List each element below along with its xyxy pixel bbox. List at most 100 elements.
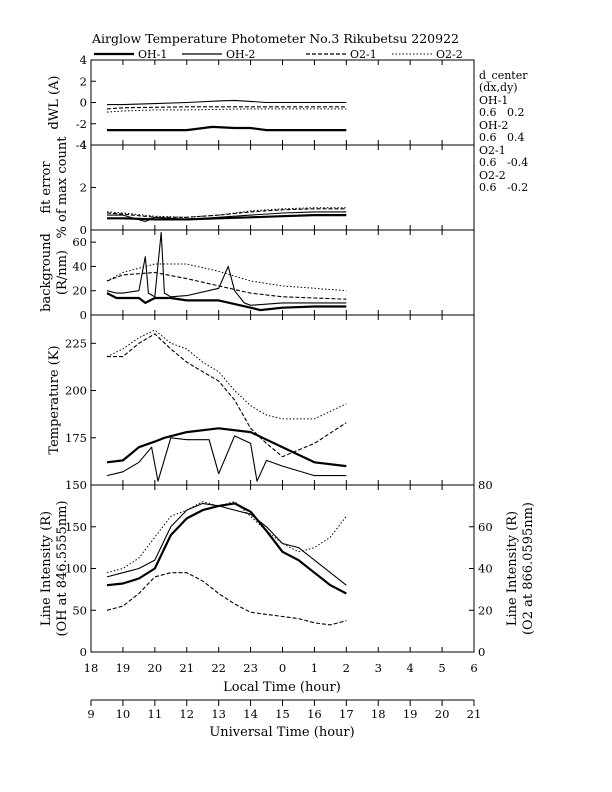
universal-tick-label: 13 (211, 707, 226, 721)
dwl-ytick-label: 0 (80, 96, 87, 110)
local-tick-label: 20 (148, 661, 163, 675)
fit_error-series-o2-2 (106, 207, 347, 218)
dcenter-name-oh-1: OH-1 (479, 94, 508, 107)
panels: -4 -2 0 2 4 dWL (A) 0 2 4 fit error% of max count… (39, 53, 536, 659)
dwl-series-o2-2 (106, 108, 347, 113)
temperature-ylabel: Temperature (K) (47, 345, 62, 454)
local-tick-label: 19 (116, 661, 131, 675)
temperature-series-oh-1 (106, 427, 347, 468)
temperature-series-o2-1 (107, 333, 347, 458)
panel-background: 0 20 40 60 background (R/nm) (39, 229, 475, 322)
universal-tick-label: 19 (403, 707, 418, 721)
fit_error-ytick-label: 2 (80, 181, 87, 195)
dcenter-info: d_center (dx,dy) OH-1 0.6 0.2 OH-2 0.6 0… (479, 69, 528, 194)
universal-tick-label: 10 (116, 707, 131, 721)
dwl-ytick-label: 2 (80, 74, 87, 88)
universal-tick-label: 11 (148, 707, 163, 721)
line_intensity-ylabel-right: Line Intensity (R) (505, 511, 520, 626)
local-tick-label: 2 (343, 661, 350, 675)
dcenter-name-o2-1: O2-1 (479, 144, 506, 157)
dcenter-name-o2-2: O2-2 (479, 169, 506, 182)
line_intensity-series-o2-1 (106, 572, 347, 626)
dcenter-values-oh-1: 0.6 0.2 (479, 106, 524, 119)
temperature-ytick-label: 225 (65, 336, 87, 350)
dcenter-subheader: (dx,dy) (479, 81, 518, 94)
line_intensity-ytick-label: 0 (80, 645, 87, 659)
line_intensity-series-oh-1 (106, 502, 347, 595)
background-series-o2-1 (106, 271, 347, 300)
temperature-ytick-label: 200 (65, 384, 87, 398)
universal-tick-label: 16 (307, 707, 322, 721)
dwl-ytick-label: -4 (76, 138, 87, 152)
line_intensity-ytick-label-right: 80 (478, 478, 493, 492)
background-ytick-label: 40 (72, 259, 87, 273)
line_intensity-ytick-label: 100 (65, 562, 87, 576)
line_intensity-ytick-label-right: 40 (478, 562, 493, 576)
temperature-series-o2-2 (106, 329, 347, 420)
local-tick-label: 5 (438, 661, 445, 675)
local-tick-label: 23 (243, 661, 258, 675)
line_intensity-ytick-label-right: 0 (478, 645, 485, 659)
local-tick-label: 3 (375, 661, 382, 675)
background-ylabel-2: (R/nm) (55, 250, 70, 295)
line_intensity-frame (90, 484, 475, 653)
line_intensity-ytick-label-right: 60 (478, 520, 493, 534)
dwl-ytick-label: 4 (80, 53, 87, 67)
x-axes: 18 19 20 21 22 23 0 1 2 3 4 5 69 10 11 12 13 14 15 16 17 18 19… (84, 661, 482, 721)
universal-tick-label: 15 (275, 707, 290, 721)
local-time-label: Local Time (hour) (223, 680, 341, 695)
dwl-ytick-label: -2 (76, 117, 87, 131)
line_intensity-ytick-label: 150 (65, 520, 87, 534)
background-ytick-label: 60 (72, 235, 87, 249)
line_intensity-ylabel: Line Intensity (R) (39, 511, 54, 626)
universal-tick-label: 21 (467, 707, 482, 721)
local-tick-label: 6 (470, 661, 477, 675)
background-series-o2-2 (106, 263, 347, 292)
dwl-series-oh-1 (107, 125, 347, 132)
universal-time-label: Universal Time (hour) (209, 725, 354, 740)
background-series-oh-1 (106, 292, 347, 312)
dcenter-values-o2-2: 0.6 -0.2 (479, 181, 528, 194)
legend-label-oh-2: OH-2 (226, 48, 255, 61)
legend: OH-1 OH-2 O2-1 O2-2 (94, 48, 463, 61)
background-ytick-label: 0 (80, 308, 87, 322)
universal-tick-label: 17 (339, 707, 354, 721)
local-tick-label: 22 (211, 661, 226, 675)
temperature-frame (90, 314, 475, 486)
legend-label-o2-1: O2-1 (350, 48, 377, 61)
local-tick-label: 4 (407, 661, 414, 675)
local-tick-label: 21 (179, 661, 194, 675)
local-tick-label: 18 (84, 661, 99, 675)
dwl-series-oh-2 (107, 99, 347, 106)
temperature-series-oh-2 (106, 435, 347, 482)
temperature-ytick-label: 175 (65, 431, 87, 445)
temperature-ytick-label: 150 (65, 478, 87, 492)
line_intensity-ytick-label: 50 (72, 603, 87, 617)
legend-label-o2-2: O2-2 (436, 48, 463, 61)
line_intensity-ylabel-2: (OH at 846.5555nm) (55, 500, 70, 636)
universal-tick-label: 9 (87, 707, 94, 721)
dcenter-values-o2-1: 0.6 -0.4 (479, 156, 528, 169)
chart-title: Airglow Temperature Photometer No.3 Riku… (91, 31, 459, 46)
fit_error-ytick-label: 4 (80, 138, 87, 152)
dcenter-values-oh-2: 0.6 0.4 (479, 131, 524, 144)
fit_error-ylabel-2: % of max count (55, 136, 70, 239)
panel-fit_error: 0 2 4 fit error% of max count (39, 136, 475, 239)
dwl-series-o2-1 (106, 106, 347, 110)
line_intensity-series-o2-2 (106, 501, 347, 574)
line_intensity-ytick-label-right: 20 (478, 603, 493, 617)
universal-tick-label: 12 (179, 707, 194, 721)
universal-tick-label: 18 (371, 707, 386, 721)
line_intensity-ylabel-right-2: (O2 at 866.0595nm) (521, 502, 536, 635)
universal-tick-label: 20 (435, 707, 450, 721)
dcenter-header: d_center (479, 69, 528, 82)
panel-dwl: -4 -2 0 2 4 dWL (A) (47, 53, 475, 152)
fit_error-ylabel: fit error (39, 161, 54, 214)
legend-label-oh-1: OH-1 (138, 48, 167, 61)
local-tick-label: 0 (279, 661, 286, 675)
background-ylabel: background (39, 233, 54, 312)
local-tick-label: 1 (311, 661, 318, 675)
